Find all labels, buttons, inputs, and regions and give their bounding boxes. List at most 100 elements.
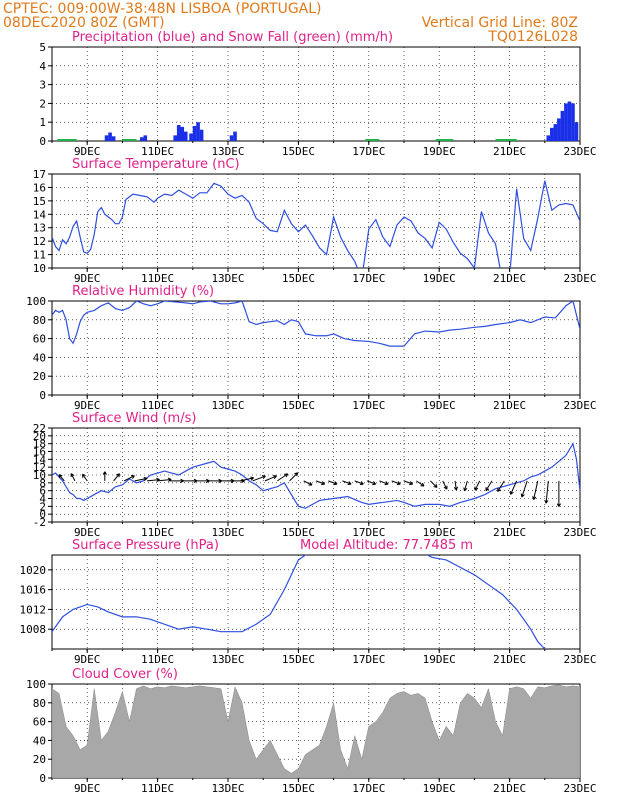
wind-vector (240, 476, 255, 482)
wind-vector (442, 480, 448, 490)
precip-xtick-label: 17DEC (352, 145, 385, 158)
humidity-ytick-label: 80 (33, 314, 46, 327)
wind-xtick-label: 17DEC (352, 526, 385, 539)
wind-vector (102, 471, 107, 481)
wind-vector (520, 480, 528, 498)
pressure-ytick-label: 1016 (20, 584, 47, 597)
wind-xtick-label: 9DEC (74, 526, 101, 539)
temperature-title: Surface Temperature (nC) (72, 157, 240, 172)
humidity-xtick-label: 13DEC (211, 399, 244, 412)
wind-vector (366, 480, 377, 486)
wind-vector (113, 473, 121, 482)
temperature-xtick-label: 9DEC (74, 272, 101, 285)
wind-vector (354, 480, 364, 486)
wind-ytick-label: 16 (33, 446, 46, 459)
wind-vector (134, 476, 148, 482)
humidity-frame (51, 300, 581, 396)
precip-ytick-label: 2 (39, 97, 46, 110)
humidity-panel: 0 20 40 60 80 100 9DEC 11DEC 13DEC 15DEC 17DEC 19DE… (26, 284, 596, 412)
wind-ytick-label: 12 (33, 461, 46, 474)
precip-bar (560, 110, 565, 141)
wind-xtick-label: 11DEC (141, 526, 174, 539)
wind-vector (289, 472, 299, 482)
cloud-xtick-label: 13DEC (211, 782, 244, 795)
cloud-panel: 0 20 40 60 80 100 9DEC 11DEC 13DEC 15DEC 17DEC 19DE… (26, 667, 596, 795)
precip-bar (139, 137, 144, 141)
precip-xtick-label: 13DEC (211, 145, 244, 158)
humidity-line (52, 301, 580, 347)
precip-bar (229, 135, 234, 141)
precip-bar (180, 126, 185, 141)
temperature-line (52, 180, 580, 268)
precip-bar (111, 136, 116, 141)
precip-bar (199, 129, 204, 141)
wind-ytick-label: 18 (33, 438, 46, 451)
temperature-xtick-label: 21DEC (493, 272, 526, 285)
wind-vector (252, 475, 266, 482)
humidity-xtick-label: 15DEC (282, 399, 315, 412)
cloud-ytick-label: 40 (33, 734, 46, 747)
pressure-xtick-label: 17DEC (352, 653, 385, 666)
wind-vector (123, 475, 135, 482)
precip-data (57, 101, 579, 141)
wind-vector (509, 480, 518, 495)
precip-title: Precipitation (blue) and Snow Fall (gree… (72, 30, 393, 45)
temperature-ytick-label: 15 (33, 195, 46, 208)
pressure-ytick-label: 1008 (20, 623, 47, 636)
wind-xtick-label: 13DEC (211, 526, 244, 539)
temperature-xtick-label: 23DEC (563, 272, 596, 285)
temperature-ytick-label: 14 (33, 208, 47, 221)
wind-vector (556, 480, 561, 507)
wind-vector (379, 480, 389, 486)
pressure-frame (51, 554, 581, 650)
temperature-data (52, 180, 580, 268)
temperature-ytick-label: 11 (33, 249, 46, 262)
precip-bar (108, 132, 112, 141)
temperature-xtick-label: 11DEC (141, 272, 174, 285)
header-grid-note: Vertical Grid Line: 80Z (422, 15, 578, 31)
humidity-xtick-label: 9DEC (74, 399, 101, 412)
precip-bar (183, 131, 188, 141)
wind-xtick-label: 21DEC (493, 526, 526, 539)
wind-vector (532, 480, 539, 500)
wind-xtick-label: 15DEC (282, 526, 315, 539)
wind-vector (157, 477, 172, 482)
temperature-ytick-label: 12 (33, 235, 46, 248)
temperature-xtick-label: 19DEC (423, 272, 456, 285)
humidity-ytick-label: 60 (33, 333, 46, 346)
humidity-ytick-label: 0 (39, 389, 46, 402)
precip-bar (564, 103, 568, 141)
wind-ytick-label: 14 (33, 453, 47, 466)
precip-ytick-label: 1 (39, 116, 46, 129)
humidity-xtick-label: 21DEC (493, 399, 526, 412)
pressure-xtick-label: 15DEC (282, 653, 315, 666)
precip-ytick-label: 5 (39, 41, 46, 54)
wind-line (52, 442, 580, 509)
wind-vector (391, 480, 401, 486)
wind-vector (303, 480, 313, 486)
wind-data (52, 442, 580, 509)
cloud-ytick-label: 20 (33, 753, 46, 766)
precip-bar (550, 127, 554, 141)
pressure-xtick-label: 19DEC (423, 653, 456, 666)
wind-vector (264, 475, 277, 482)
wind-ytick-label: 0 (39, 508, 46, 521)
precip-ytick-label: 3 (39, 79, 46, 92)
header-date: 08DEC2020 80Z (GMT) (3, 15, 165, 31)
wind-vector (463, 480, 468, 492)
wind-vector (315, 480, 326, 486)
precip-panel: 0 1 2 3 4 5 9DEC 11DEC 13DEC 15DEC 17DEC 19DEC 21DEC… (39, 30, 596, 158)
precip-bar (196, 122, 200, 141)
humidity-data (52, 301, 580, 347)
pressure-title: Surface Pressure (hPa) (72, 538, 219, 553)
cloud-xtick-label: 15DEC (282, 782, 315, 795)
cloud-ytick-label: 60 (33, 716, 46, 729)
precip-bar (567, 101, 572, 141)
temperature-ytick-label: 16 (33, 181, 46, 194)
wind-vector (474, 480, 481, 491)
wind-ytick-label: 2 (39, 500, 46, 513)
header-code: TQ0126L028 (487, 29, 578, 45)
wind-ytick-label: 22 (33, 422, 46, 435)
precip-bar (176, 125, 181, 141)
